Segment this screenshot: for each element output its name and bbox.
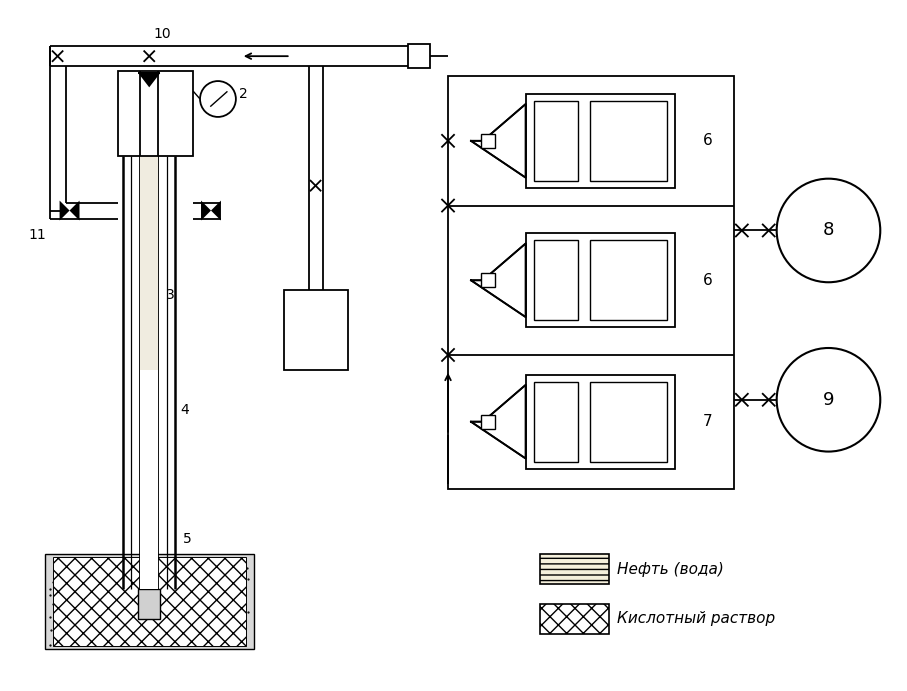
Bar: [540, 604, 610, 634]
Polygon shape: [201, 200, 211, 220]
Bar: [526, 234, 675, 327]
Bar: [481, 274, 495, 287]
Bar: [448, 76, 734, 489]
Text: 2: 2: [239, 87, 248, 101]
Text: 12: 12: [306, 323, 326, 338]
Bar: [53, 557, 246, 646]
Text: 3: 3: [166, 288, 175, 302]
Circle shape: [776, 348, 881, 452]
Text: Кислотный раствор: Кислотный раствор: [618, 612, 775, 627]
Bar: [526, 94, 675, 188]
Polygon shape: [471, 104, 526, 178]
Bar: [44, 554, 254, 649]
Text: 7: 7: [703, 414, 713, 429]
Text: 6: 6: [703, 273, 713, 287]
Bar: [118, 71, 193, 155]
Bar: [540, 554, 610, 584]
Bar: [590, 101, 668, 180]
Text: 5: 5: [183, 532, 192, 546]
Bar: [533, 240, 579, 320]
Bar: [533, 382, 579, 462]
Text: 4: 4: [180, 403, 189, 417]
Polygon shape: [471, 385, 526, 459]
Text: 11: 11: [29, 229, 46, 243]
Bar: [141, 155, 158, 370]
Circle shape: [200, 81, 236, 117]
Polygon shape: [138, 73, 161, 87]
Bar: [408, 44, 430, 68]
Polygon shape: [471, 243, 526, 317]
Bar: [590, 382, 668, 462]
Bar: [138, 589, 161, 619]
Bar: [284, 290, 348, 370]
Polygon shape: [211, 200, 221, 220]
Bar: [526, 375, 675, 468]
Circle shape: [776, 179, 881, 282]
Polygon shape: [60, 200, 70, 220]
Polygon shape: [70, 200, 80, 220]
Bar: [481, 134, 495, 148]
Text: 1: 1: [163, 80, 172, 94]
Text: 9: 9: [823, 391, 834, 409]
Text: 6: 6: [703, 133, 713, 149]
Text: 10: 10: [153, 27, 171, 41]
Bar: [481, 415, 495, 428]
Bar: [590, 240, 668, 320]
Text: 8: 8: [823, 221, 834, 240]
Bar: [533, 101, 579, 180]
Text: Нефть (вода): Нефть (вода): [618, 562, 724, 576]
Bar: [141, 370, 158, 589]
